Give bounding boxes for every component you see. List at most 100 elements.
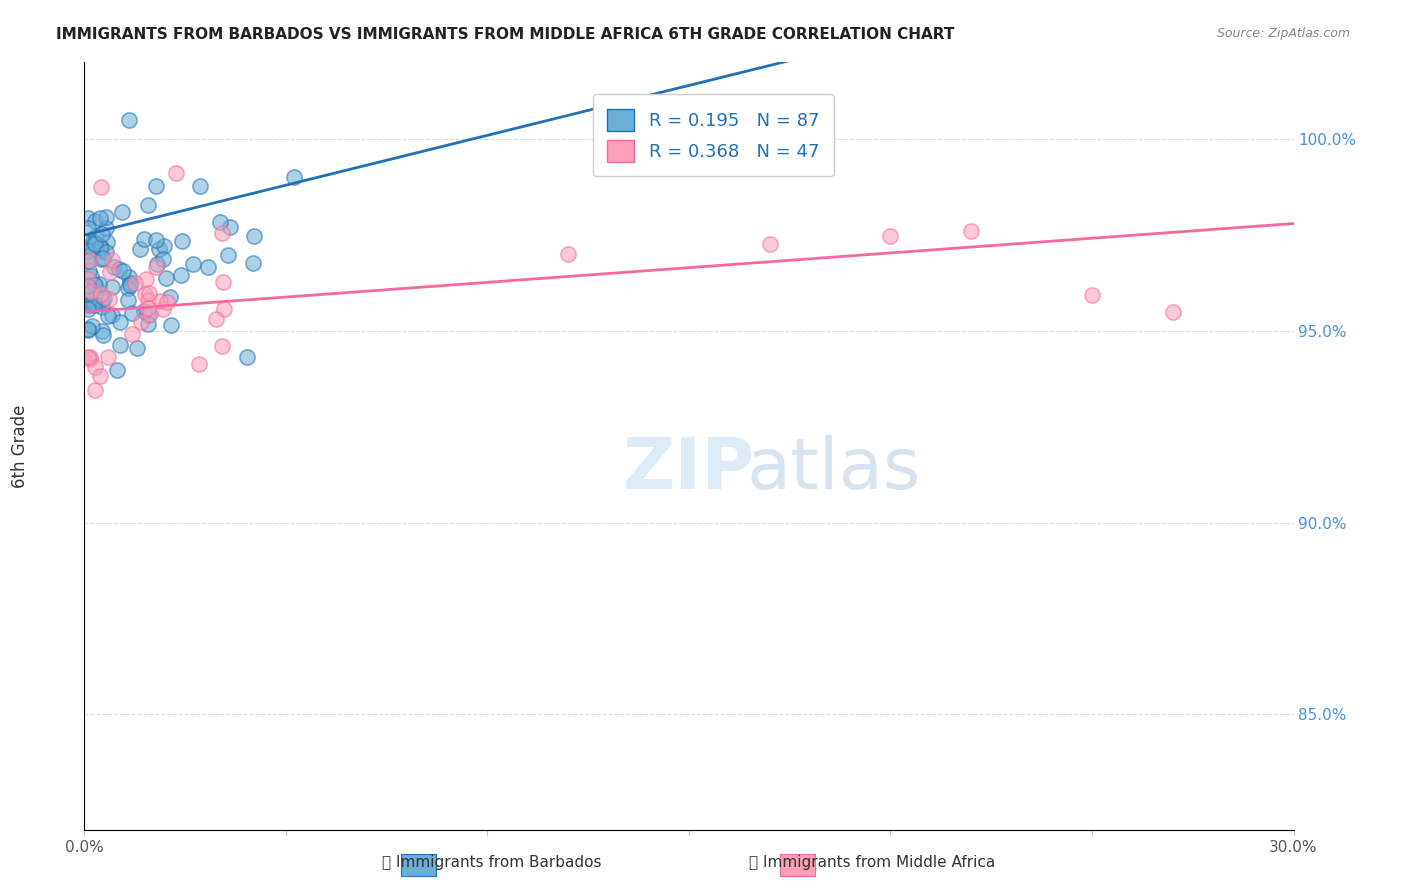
Immigrants from Barbados (170, 234, 193, 248)
Immigrants from Barbados (84, 237, 107, 252)
Immigrants from Barbados (77, 322, 100, 336)
Immigrants from Middle Africa (79, 351, 101, 366)
Immigrants from Barbados (84, 277, 107, 292)
Immigrants from Barbados (77, 264, 100, 278)
Immigrants from Middle Africa (145, 260, 167, 275)
Text: ⬜ Immigrants from Middle Africa: ⬜ Immigrants from Middle Africa (748, 855, 995, 870)
Immigrants from Barbados (129, 242, 152, 256)
Immigrants from Barbados (118, 278, 141, 293)
Immigrants from Middle Africa (205, 312, 228, 326)
Immigrants from Barbados (77, 244, 100, 259)
Immigrants from Barbados (101, 279, 124, 293)
Immigrants from Barbados (125, 341, 148, 355)
Immigrants from Middle Africa (77, 272, 100, 286)
Immigrants from Middle Africa (121, 326, 143, 341)
Immigrants from Barbados (79, 286, 101, 301)
Immigrants from Barbados (117, 293, 139, 307)
Immigrants from Barbados (77, 254, 100, 268)
Immigrants from Middle Africa (211, 339, 233, 353)
Immigrants from Barbados (190, 178, 212, 193)
Immigrants from Middle Africa (152, 301, 174, 316)
Immigrants from Barbados (82, 295, 104, 310)
Immigrants from Middle Africa (187, 357, 209, 371)
Text: ZIP: ZIP (623, 434, 755, 503)
Immigrants from Middle Africa (84, 360, 107, 375)
Immigrants from Barbados (83, 236, 105, 251)
Immigrants from Middle Africa (98, 265, 121, 279)
Immigrants from Middle Africa (156, 294, 179, 309)
Immigrants from Barbados (108, 261, 131, 276)
Immigrants from Barbados (169, 268, 191, 282)
Immigrants from Barbados (90, 252, 112, 267)
Immigrants from Barbados (243, 228, 266, 243)
Immigrants from Barbados (84, 214, 107, 228)
Immigrants from Barbados (80, 319, 103, 334)
Immigrants from Middle Africa (90, 180, 112, 194)
Immigrants from Barbados (136, 197, 159, 211)
Immigrants from Middle Africa (80, 284, 103, 298)
Immigrants from Barbados (145, 233, 167, 247)
Immigrants from Barbados (90, 241, 112, 255)
Immigrants from Barbados (93, 251, 115, 265)
Immigrants from Middle Africa (79, 350, 101, 364)
Immigrants from Middle Africa (165, 166, 187, 180)
Immigrants from Middle Africa (84, 383, 107, 397)
Immigrants from Barbados (217, 247, 239, 261)
Immigrants from Middle Africa (98, 293, 121, 307)
Immigrants from Middle Africa (1081, 288, 1104, 302)
Immigrants from Barbados (96, 220, 118, 235)
Immigrants from Barbados (148, 243, 170, 257)
Y-axis label: 6th Grade: 6th Grade (11, 404, 28, 488)
Immigrants from Middle Africa (134, 286, 156, 301)
Immigrants from Middle Africa (136, 301, 159, 315)
Immigrants from Barbados (236, 350, 259, 364)
Immigrants from Barbados (79, 268, 101, 283)
Immigrants from Middle Africa (1161, 304, 1184, 318)
Immigrants from Barbados (79, 293, 101, 307)
Immigrants from Barbados (136, 308, 159, 322)
Immigrants from Barbados (82, 242, 104, 256)
Immigrants from Barbados (153, 239, 176, 253)
Immigrants from Barbados (108, 315, 131, 329)
Text: IMMIGRANTS FROM BARBADOS VS IMMIGRANTS FROM MIDDLE AFRICA 6TH GRADE CORRELATION : IMMIGRANTS FROM BARBADOS VS IMMIGRANTS F… (56, 27, 955, 42)
Immigrants from Barbados (83, 277, 105, 291)
Immigrants from Barbados (77, 302, 100, 317)
Immigrants from Barbados (77, 211, 100, 225)
Immigrants from Middle Africa (138, 285, 160, 300)
Immigrants from Barbados (152, 252, 174, 266)
Immigrants from Barbados (77, 279, 100, 293)
Immigrants from Barbados (107, 363, 129, 377)
Immigrants from Barbados (181, 257, 204, 271)
Immigrants from Middle Africa (139, 307, 162, 321)
Immigrants from Barbados (84, 229, 107, 244)
Immigrants from Middle Africa (97, 350, 120, 364)
Immigrants from Middle Africa (211, 226, 233, 240)
Immigrants from Barbados (159, 318, 181, 333)
Immigrants from Barbados (197, 260, 219, 275)
Immigrants from Middle Africa (758, 236, 780, 251)
Immigrants from Barbados (94, 211, 117, 225)
Legend: R = 0.195   N = 87, R = 0.368   N = 47: R = 0.195 N = 87, R = 0.368 N = 47 (593, 95, 834, 177)
Immigrants from Barbados (208, 215, 231, 229)
Immigrants from Middle Africa (101, 253, 124, 268)
Immigrants from Barbados (145, 179, 167, 194)
Immigrants from Barbados (117, 270, 139, 285)
Immigrants from Barbados (80, 298, 103, 312)
Immigrants from Barbados (159, 290, 181, 304)
Immigrants from Barbados (91, 227, 114, 241)
Immigrants from Barbados (91, 325, 114, 339)
Immigrants from Barbados (242, 256, 264, 270)
Immigrants from Barbados (117, 281, 139, 295)
Immigrants from Barbados (83, 298, 105, 312)
Immigrants from Barbados (155, 271, 177, 285)
Immigrants from Barbados (77, 298, 100, 312)
Immigrants from Barbados (100, 309, 122, 323)
Immigrants from Barbados (121, 306, 143, 320)
Immigrants from Middle Africa (89, 368, 111, 383)
Immigrants from Barbados (111, 204, 134, 219)
Immigrants from Barbados (219, 219, 242, 234)
Immigrants from Middle Africa (149, 294, 172, 309)
Immigrants from Barbados (97, 309, 120, 323)
Immigrants from Barbados (90, 300, 112, 314)
Immigrants from Barbados (94, 245, 117, 260)
